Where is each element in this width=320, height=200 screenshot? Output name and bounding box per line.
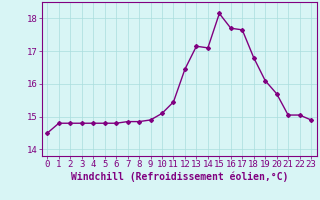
X-axis label: Windchill (Refroidissement éolien,°C): Windchill (Refroidissement éolien,°C) xyxy=(70,172,288,182)
